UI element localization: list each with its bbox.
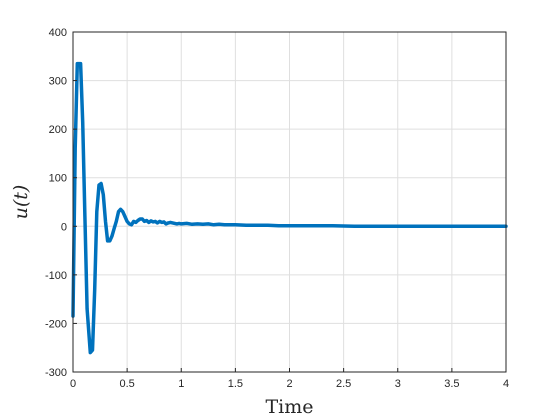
- series-layer: [71, 61, 508, 355]
- y-tick-label: 200: [49, 124, 67, 136]
- series-line-u: [71, 61, 508, 355]
- y-tick-label: -200: [45, 318, 67, 330]
- x-tick-label: 1.5: [228, 378, 243, 390]
- y-tick-label: -100: [45, 270, 67, 282]
- y-axis-ticks: -300 -200 -100 0 100 200 300 400: [45, 27, 77, 379]
- y-tick-label: -300: [45, 367, 67, 379]
- x-tick-label: 4: [503, 378, 509, 390]
- x-tick-label: 1: [178, 378, 184, 390]
- y-tick-label: 300: [49, 76, 67, 88]
- x-tick-label: 2.5: [336, 378, 351, 390]
- x-axis-label: Time: [265, 396, 313, 418]
- y-tick-label: 100: [49, 173, 67, 185]
- y-axis-label: u(t): [10, 185, 32, 220]
- x-axis-ticks: 0 0.5 1 1.5 2 2.5 3 3.5 4: [70, 368, 509, 390]
- y-tick-label: 0: [61, 221, 67, 233]
- grid: [72, 31, 507, 373]
- y-tick-label: 400: [49, 27, 67, 39]
- x-tick-label: 3.5: [444, 378, 459, 390]
- x-tick-label: 0.5: [119, 378, 134, 390]
- x-tick-label: 2: [286, 378, 292, 390]
- x-tick-label: 0: [70, 378, 76, 390]
- x-tick-label: 3: [395, 378, 401, 390]
